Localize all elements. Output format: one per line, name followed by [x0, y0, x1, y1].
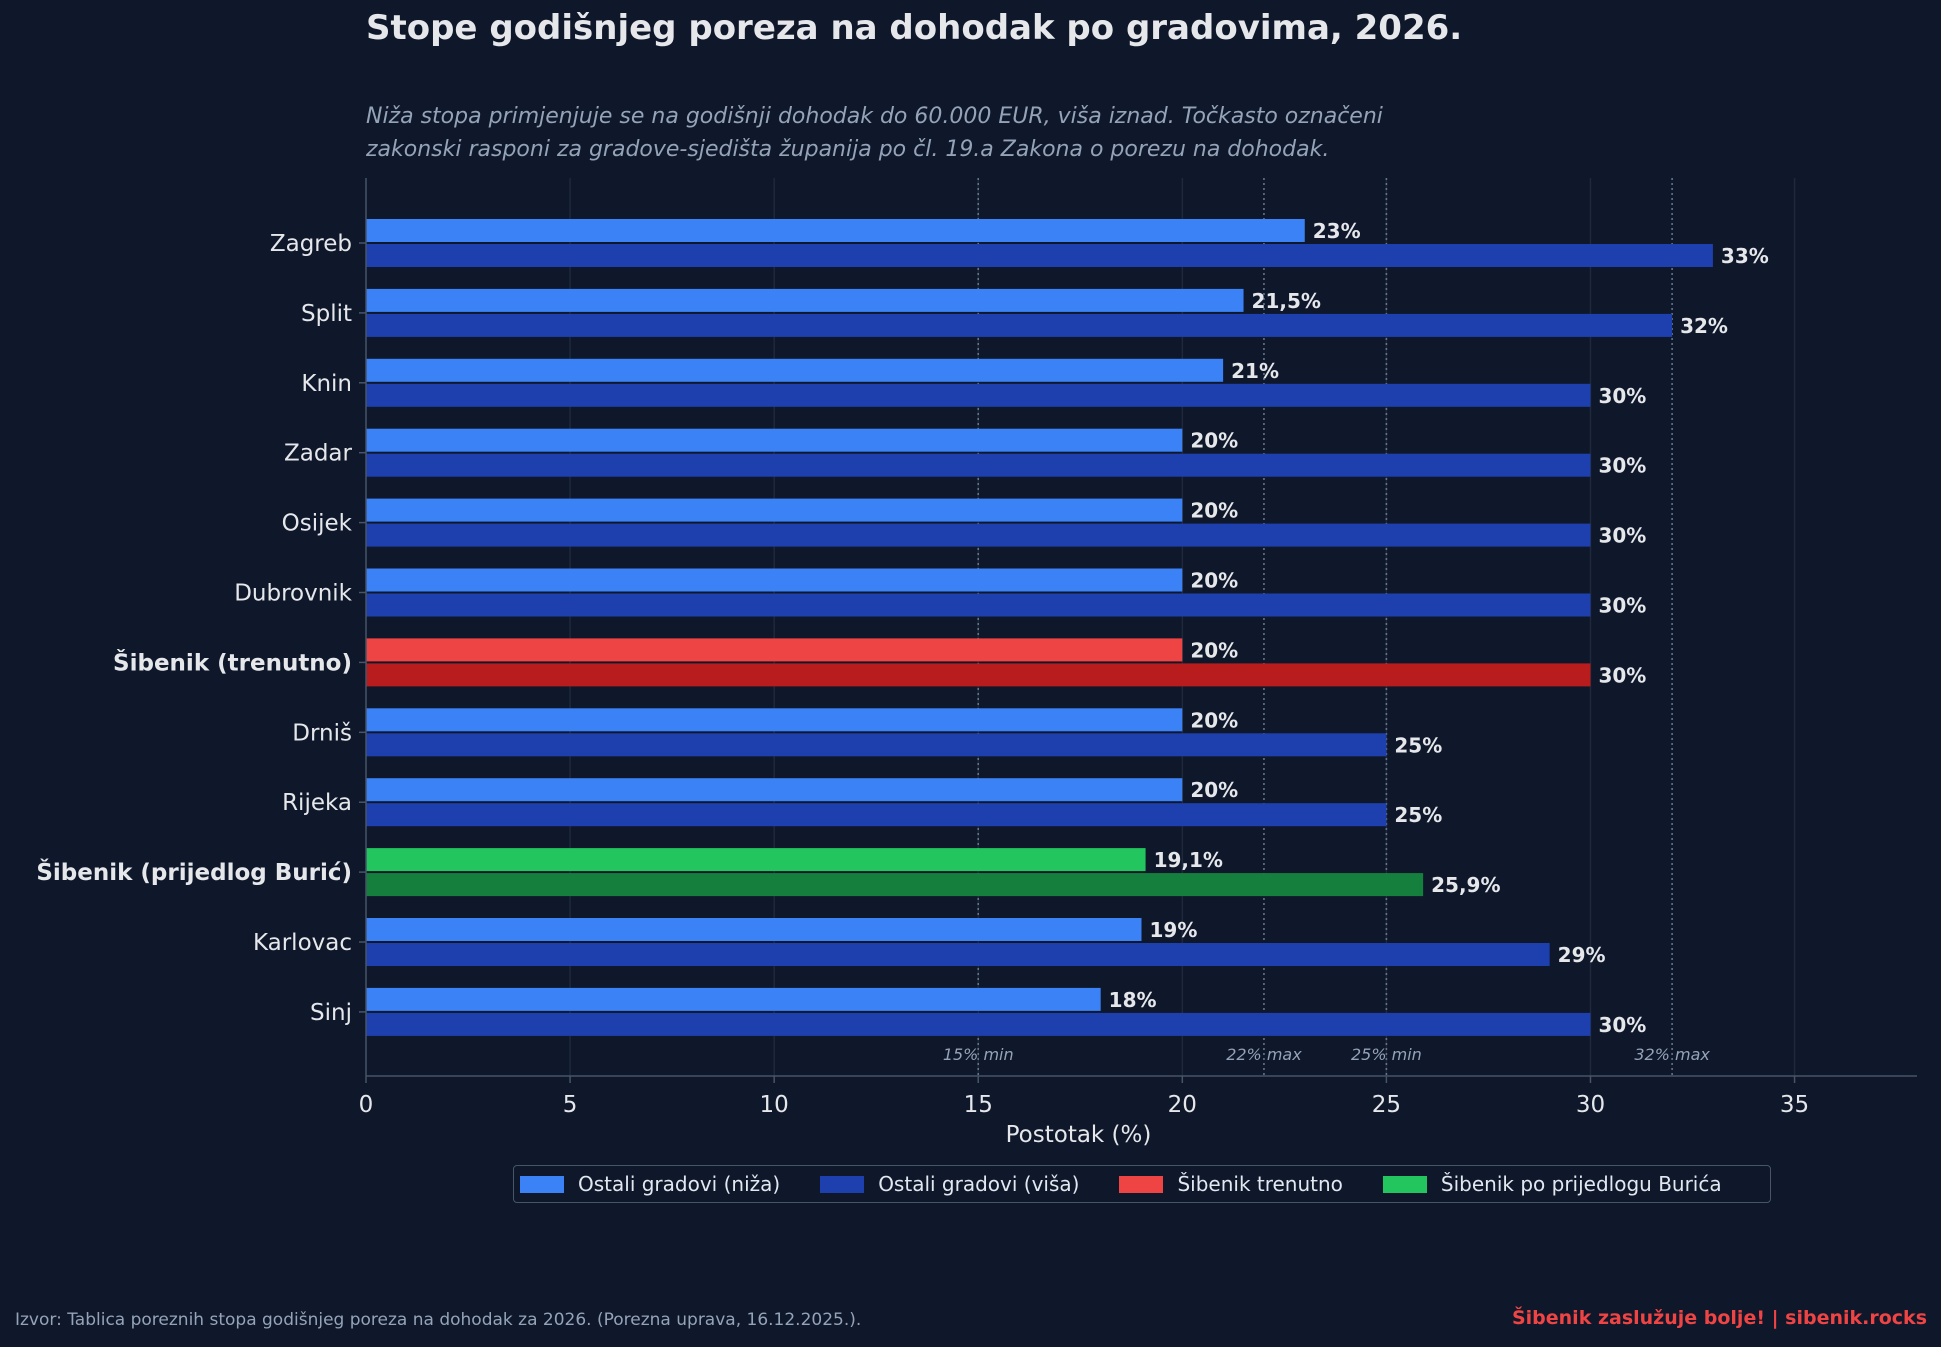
bar-label-higher: 30% — [1598, 1013, 1646, 1037]
category-label: Zadar — [284, 441, 353, 467]
bar-label-higher: 32% — [1680, 314, 1728, 338]
category-label: Drniš — [292, 720, 352, 746]
x-axis-label: Postotak (%) — [1006, 1122, 1152, 1148]
bar-label-higher: 33% — [1721, 244, 1769, 268]
bar-label-lower: 21,5% — [1252, 289, 1321, 313]
legend-item-higher: Ostali gradovi (viša) — [820, 1172, 1079, 1196]
legend-label-sibenik-proposal: Šibenik po prijedlogu Burića — [1440, 1172, 1722, 1196]
bar-label-lower: 20% — [1190, 778, 1238, 802]
bar-label-higher: 30% — [1598, 663, 1646, 687]
bar-higher — [366, 523, 1591, 547]
bar-label-higher: 30% — [1598, 594, 1646, 618]
bar-higher — [366, 313, 1673, 337]
bar-lower — [366, 708, 1183, 732]
legend-item-lower: Ostali gradovi (niža) — [520, 1172, 780, 1196]
x-tick-label: 20 — [1168, 1092, 1197, 1118]
category-label: Šibenik (trenutno) — [113, 648, 352, 676]
bar-higher — [366, 943, 1550, 966]
bar-higher — [366, 244, 1713, 267]
bar-label-higher: 25,9% — [1431, 873, 1500, 897]
bar-label-lower: 20% — [1190, 708, 1238, 732]
legend-label-sibenik-current: Šibenik trenutno — [1177, 1172, 1343, 1196]
bar-lower — [366, 778, 1183, 802]
subtitle-line-2: zakonski rasponi za gradove-sjedišta žup… — [366, 137, 1330, 162]
bar-label-lower: 19,1% — [1154, 848, 1223, 872]
bar-lower — [366, 358, 1224, 382]
category-label: Dubrovnik — [234, 581, 352, 607]
legend-swatch-higher — [820, 1175, 865, 1193]
bar-label-lower: 23% — [1313, 219, 1361, 243]
bar-lower — [366, 568, 1183, 592]
bar-lower — [366, 498, 1183, 522]
bar-label-lower: 20% — [1190, 429, 1238, 453]
bar-label-lower: 19% — [1150, 918, 1198, 942]
x-tick-label: 30 — [1576, 1092, 1605, 1118]
bar-label-lower: 21% — [1231, 359, 1279, 383]
bar-lower — [366, 288, 1244, 312]
chart-title: Stope godišnjeg poreza na dohodak po gra… — [366, 8, 1463, 48]
bar-higher — [366, 1012, 1591, 1036]
bar-higher — [366, 733, 1387, 757]
chart-legend: Ostali gradovi (niža) Ostali gradovi (vi… — [513, 1165, 1771, 1203]
x-tick-label: 15 — [964, 1092, 993, 1118]
bar-label-higher: 25% — [1394, 803, 1442, 827]
legend-item-sibenik-proposal: Šibenik po prijedlogu Burića — [1382, 1172, 1722, 1196]
bar-higher — [366, 383, 1591, 407]
category-label: Karlovac — [253, 930, 352, 956]
bar-lower — [366, 219, 1305, 242]
category-label: Split — [301, 301, 352, 327]
bar-label-higher: 29% — [1558, 943, 1606, 967]
reference-label: 22% max — [1226, 1045, 1302, 1064]
bar-lower — [366, 848, 1146, 872]
bar-higher — [366, 803, 1387, 827]
bar-higher — [366, 453, 1591, 477]
reference-label: 25% min — [1351, 1045, 1422, 1064]
bar-label-higher: 30% — [1598, 524, 1646, 548]
bar-label-lower: 18% — [1109, 988, 1157, 1012]
bar-label-higher: 30% — [1598, 454, 1646, 478]
category-label: Knin — [301, 371, 352, 397]
x-tick-label: 0 — [359, 1092, 374, 1118]
reference-label: 32% max — [1634, 1045, 1710, 1064]
bar-higher — [366, 873, 1424, 897]
footer-source: Izvor: Tablica poreznih stopa godišnjeg … — [15, 1310, 862, 1330]
reference-label: 15% min — [943, 1045, 1014, 1064]
subtitle-line-1: Niža stopa primjenjuje se na godišnji do… — [366, 104, 1383, 129]
bar-label-lower: 20% — [1190, 638, 1238, 662]
bar-lower — [366, 987, 1101, 1011]
legend-label-lower: Ostali gradovi (niža) — [578, 1172, 781, 1196]
x-tick-label: 5 — [563, 1092, 578, 1118]
category-label: Rijeka — [282, 790, 352, 816]
category-label: Osijek — [282, 511, 353, 537]
category-label: Zagreb — [270, 231, 352, 257]
bar-label-lower: 20% — [1190, 499, 1238, 523]
chart-subtitle: Niža stopa primjenjuje se na godišnji do… — [366, 100, 1383, 166]
bar-lower — [366, 638, 1183, 662]
category-label: Sinj — [310, 1000, 352, 1026]
legend-item-sibenik-current: Šibenik trenutno — [1119, 1172, 1343, 1196]
bar-label-higher: 25% — [1394, 733, 1442, 757]
bar-higher — [366, 593, 1591, 617]
bar-label-higher: 30% — [1598, 384, 1646, 408]
bar-lower — [366, 428, 1183, 452]
legend-label-higher: Ostali gradovi (viša) — [878, 1172, 1080, 1196]
x-tick-label: 35 — [1780, 1092, 1809, 1118]
x-tick-label: 25 — [1372, 1092, 1401, 1118]
legend-swatch-sibenik-proposal — [1382, 1175, 1427, 1193]
bar-higher — [366, 663, 1591, 687]
bar-chart: 15% min 22% max 25% min 32% max 23% 33% Zagreb… — [36, 178, 1917, 1148]
x-tick-label: 10 — [760, 1092, 789, 1118]
footer-brand: Šibenik zaslužuje bolje! | sibenik.rocks — [1511, 1307, 1927, 1329]
legend-swatch-lower — [520, 1175, 564, 1193]
category-label: Šibenik (prijedlog Burić) — [36, 858, 352, 886]
bar-lower — [366, 918, 1142, 941]
bar-label-lower: 20% — [1190, 569, 1238, 593]
legend-swatch-sibenik-current — [1119, 1175, 1164, 1193]
